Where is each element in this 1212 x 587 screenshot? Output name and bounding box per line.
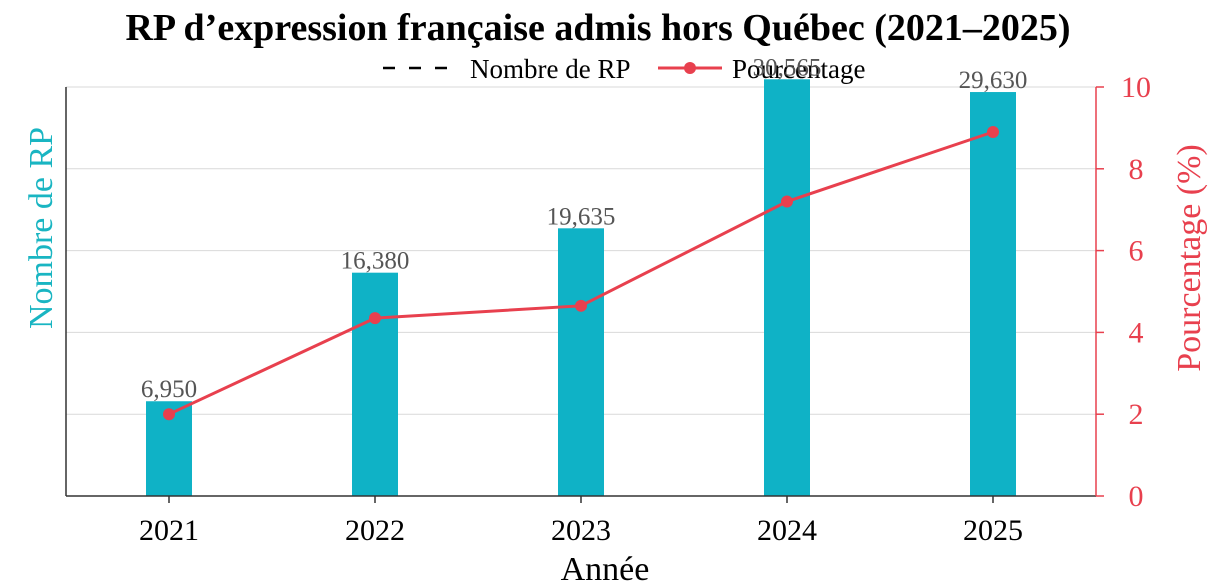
percentage-series xyxy=(163,125,999,421)
right-axis-label: Pourcentage (%) xyxy=(1171,144,1208,372)
bar-value-label: 6,950 xyxy=(141,376,197,403)
legend-line-marker xyxy=(684,62,696,74)
bar-value-label: 16,380 xyxy=(341,248,410,275)
y2-tick-label: 10 xyxy=(1121,71,1151,104)
bar-2023 xyxy=(558,228,604,496)
bar-labels: 6,950 16,380 19,635 30,565 29,630 xyxy=(141,54,1028,403)
bar-2022 xyxy=(352,272,398,496)
x-tick-label: 2024 xyxy=(757,514,817,547)
chart-title: RP d’expression française admis hors Qué… xyxy=(125,7,1070,49)
x-tick-label: 2025 xyxy=(963,514,1023,547)
y2-tick-label: 2 xyxy=(1129,398,1144,431)
bar-2025 xyxy=(970,92,1016,496)
percentage-point-2025 xyxy=(987,125,999,138)
x-tick-label: 2022 xyxy=(345,514,405,547)
percentage-point-2021 xyxy=(163,408,175,421)
legend-label-bars: Nombre de RP xyxy=(470,54,630,84)
x-axis-label: Année xyxy=(561,551,650,587)
bars xyxy=(146,79,1016,496)
bar-2024 xyxy=(764,79,810,496)
bar-value-label: 19,635 xyxy=(547,203,616,230)
bar-value-label: 30,565 xyxy=(753,54,822,81)
y2-tick-label: 6 xyxy=(1129,235,1144,268)
y2-tick-label: 4 xyxy=(1129,316,1144,349)
y2-tick-label: 0 xyxy=(1129,480,1144,513)
x-tick-label: 2023 xyxy=(551,514,611,547)
percentage-point-2024 xyxy=(781,195,793,208)
x-tick-label: 2021 xyxy=(139,514,199,547)
left-axis-label: Nombre de RP xyxy=(23,127,60,329)
legend: Nombre de RP Pourcentage xyxy=(383,54,865,84)
right-axis-ticks: 0 2 4 6 8 10 xyxy=(1096,71,1151,513)
percentage-point-2023 xyxy=(575,299,587,312)
y2-tick-label: 8 xyxy=(1129,153,1144,186)
percentage-point-2022 xyxy=(369,312,381,325)
legend-label-line: Pourcentage xyxy=(732,54,865,84)
x-ticks: 2021 2022 2023 2024 2025 xyxy=(139,496,1023,547)
bar-value-label: 29,630 xyxy=(959,67,1028,94)
